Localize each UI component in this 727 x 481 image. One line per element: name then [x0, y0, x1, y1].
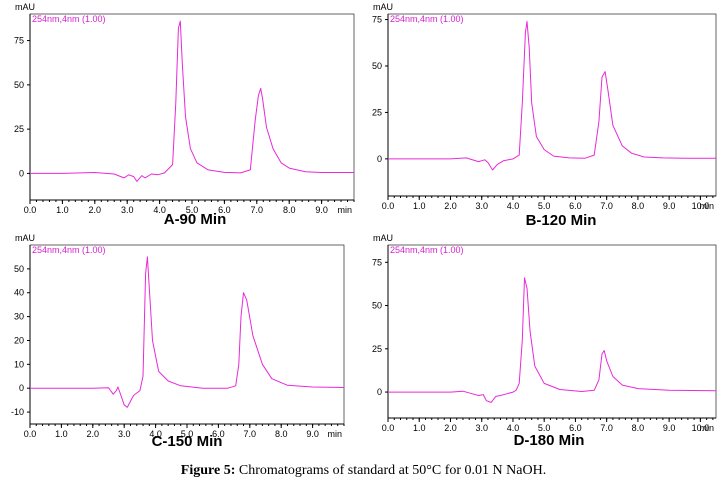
y-unit-label: mAU [373, 2, 393, 12]
x-tick-label: 1.0 [413, 423, 426, 433]
x-unit-label: min [337, 205, 352, 215]
chromatogram-trace [30, 256, 345, 408]
figure-caption: Figure 5: Chromatograms of standard at 5… [0, 463, 727, 479]
x-tick-label: 1.0 [55, 429, 68, 439]
y-unit-label: mAU [373, 233, 393, 243]
x-tick-label: 5.0 [538, 423, 551, 433]
legend-label: 254nm,4nm (1.00) [390, 14, 464, 24]
x-tick-label: 2.0 [89, 205, 102, 215]
x-tick-label: 7.0 [600, 423, 613, 433]
y-tick-label: 40 [14, 288, 24, 298]
x-tick-label: 7.0 [251, 205, 264, 215]
x-tick-label: 2.0 [87, 429, 100, 439]
chromatogram-trace [388, 20, 716, 171]
y-tick-label: 25 [372, 344, 382, 354]
x-tick-label: 8.0 [632, 423, 645, 433]
x-tick-label: 4.0 [153, 205, 166, 215]
y-tick-label: 0 [19, 168, 24, 178]
y-unit-label: mAU [15, 2, 35, 12]
y-tick-label: 0 [377, 387, 382, 397]
legend-label: 254nm,4nm (1.00) [32, 245, 106, 255]
y-tick-label: 20 [14, 335, 24, 345]
panel-title: B-120 Min [526, 212, 597, 229]
y-tick-label: 25 [372, 107, 382, 117]
x-tick-label: 3.0 [118, 429, 131, 439]
x-unit-label: min [327, 429, 342, 439]
panel-title: A-90 Min [164, 211, 227, 228]
y-tick-label: 75 [372, 15, 382, 25]
x-tick-label: 0.0 [24, 205, 37, 215]
y-tick-label: -10 [11, 407, 24, 417]
x-tick-label: 7.0 [600, 201, 613, 211]
chart-panel-a: 0 25 50 75 0.0 1.0 2.0 3.0 4.0 5.0 6.0 7.0 8.0 9.0 mAU… [14, 2, 355, 228]
x-tick-label: 8.0 [283, 205, 296, 215]
y-tick-label: 25 [14, 124, 24, 134]
x-tick-label: 5.0 [538, 201, 551, 211]
x-tick-label: 5.0 [181, 429, 194, 439]
chart-panel-c: -10 0 10 20 30 40 50 0.0 1.0 2.0 3.0 4.0 5.0 6.0 7.0 8.… [11, 233, 345, 450]
figure-caption-label: Figure 5: [180, 463, 236, 478]
chart-panel-d: 0 25 50 75 0.0 1.0 2.0 3.0 4.0 5.0 6.0 7.0 8.0 9.0 10.… [372, 233, 717, 449]
plot-frame [387, 13, 717, 197]
x-tick-label: 10.0 [692, 423, 710, 433]
chromatogram-trace [30, 20, 354, 182]
x-unit-label: min [699, 201, 714, 211]
x-unit-label: min [699, 423, 714, 433]
y-tick-label: 75 [372, 257, 382, 267]
y-unit-label: mAU [15, 233, 35, 243]
figure-caption-text: Chromatograms of standard at 50°C for 0.… [238, 463, 547, 478]
x-tick-label: 9.0 [663, 423, 676, 433]
x-tick-label: 5.0 [186, 205, 199, 215]
x-tick-label: 4.0 [149, 429, 162, 439]
y-tick-label: 50 [14, 264, 24, 274]
x-tick-label: 0.0 [24, 429, 37, 439]
x-tick-label: 1.0 [413, 201, 426, 211]
x-tick-label: 3.0 [475, 201, 488, 211]
x-tick-label: 6.0 [569, 201, 582, 211]
x-tick-label: 0.0 [382, 423, 395, 433]
panel-title: C-150 Min [152, 433, 223, 450]
x-tick-label: 2.0 [444, 201, 457, 211]
x-tick-label: 3.0 [475, 423, 488, 433]
chromatogram-trace [388, 277, 717, 403]
x-tick-label: 8.0 [275, 429, 288, 439]
x-tick-label: 8.0 [632, 201, 645, 211]
y-tick-label: 30 [14, 312, 24, 322]
x-tick-label: 0.0 [382, 201, 395, 211]
y-tick-label: 75 [14, 36, 24, 46]
panel-title: D-180 Min [514, 432, 585, 449]
y-tick-label: 0 [19, 383, 24, 393]
x-tick-label: 9.0 [315, 205, 328, 215]
x-tick-label: 1.0 [56, 205, 69, 215]
x-tick-label: 2.0 [444, 423, 457, 433]
chart-panel-b: 0 25 50 75 0.0 1.0 2.0 3.0 4.0 5.0 6.0 7.0 8.0 9.0 10.… [372, 2, 717, 229]
x-tick-label: 6.0 [569, 423, 582, 433]
x-tick-label: 3.0 [121, 205, 134, 215]
y-tick-label: 50 [372, 61, 382, 71]
y-tick-label: 10 [14, 359, 24, 369]
y-tick-label: 50 [372, 301, 382, 311]
x-tick-label: 6.0 [218, 205, 231, 215]
x-tick-label: 9.0 [306, 429, 319, 439]
legend-label: 254nm,4nm (1.00) [390, 245, 464, 255]
x-tick-label: 10.0 [692, 201, 710, 211]
y-tick-label: 50 [14, 80, 24, 90]
x-tick-label: 9.0 [663, 201, 676, 211]
legend-label: 254nm,4nm (1.00) [32, 14, 106, 24]
x-tick-label: 4.0 [507, 201, 520, 211]
x-tick-label: 6.0 [212, 429, 225, 439]
y-tick-label: 0 [377, 154, 382, 164]
plot-frame [29, 244, 345, 425]
x-tick-label: 4.0 [507, 423, 520, 433]
x-tick-label: 7.0 [244, 429, 257, 439]
